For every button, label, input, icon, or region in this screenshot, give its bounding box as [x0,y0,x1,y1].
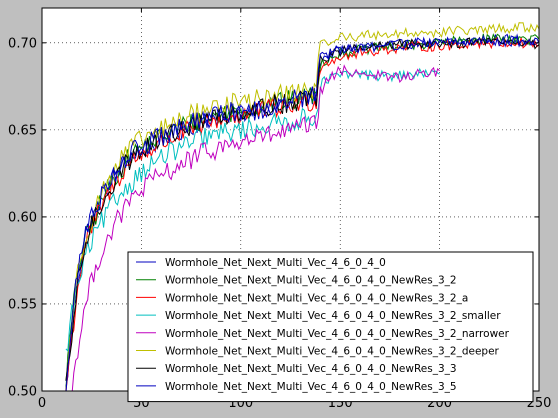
legend-label: Wormhole_Net_Next_Multi_Vec_4_6_0_4_0_Ne… [165,292,468,304]
legend-label: Wormhole_Net_Next_Multi_Vec_4_6_0_4_0_Ne… [165,310,501,322]
x-tick-label: 0 [38,396,46,411]
series-line-4 [65,67,440,353]
legend: Wormhole_Net_Next_Multi_Vec_4_6_0_4_0 Wor… [127,251,534,403]
y-tick-label: 0.65 [8,123,37,138]
legend-label: Wormhole_Net_Next_Multi_Vec_4_6_0_4_0_Ne… [165,328,510,340]
series-line-5 [71,64,440,391]
legend-label: Wormhole_Net_Next_Multi_Vec_4_6_0_4_0_Ne… [165,381,457,393]
y-tick-label: 0.60 [8,210,37,225]
series-line-3 [65,36,539,391]
series-layer [65,22,539,391]
watermark-text: 知乎 @顾言 [455,384,529,401]
legend-label: Wormhole_Net_Next_Multi_Vec_4_6_0_4_0_Ne… [165,363,457,375]
series-line-7 [65,36,539,381]
y-tick-label: 0.70 [8,36,37,51]
legend-box [127,251,534,403]
y-tick-label: 0.55 [8,297,37,312]
legend-label: Wormhole_Net_Next_Multi_Vec_4_6_0_4_0 [165,257,386,269]
series-line-8 [65,34,539,391]
legend-label: Wormhole_Net_Next_Multi_Vec_4_6_0_4_0_Ne… [165,346,500,358]
y-tick-label: 0.50 [8,385,37,400]
legend-label: Wormhole_Net_Next_Multi_Vec_4_6_0_4_0_Ne… [165,275,457,287]
